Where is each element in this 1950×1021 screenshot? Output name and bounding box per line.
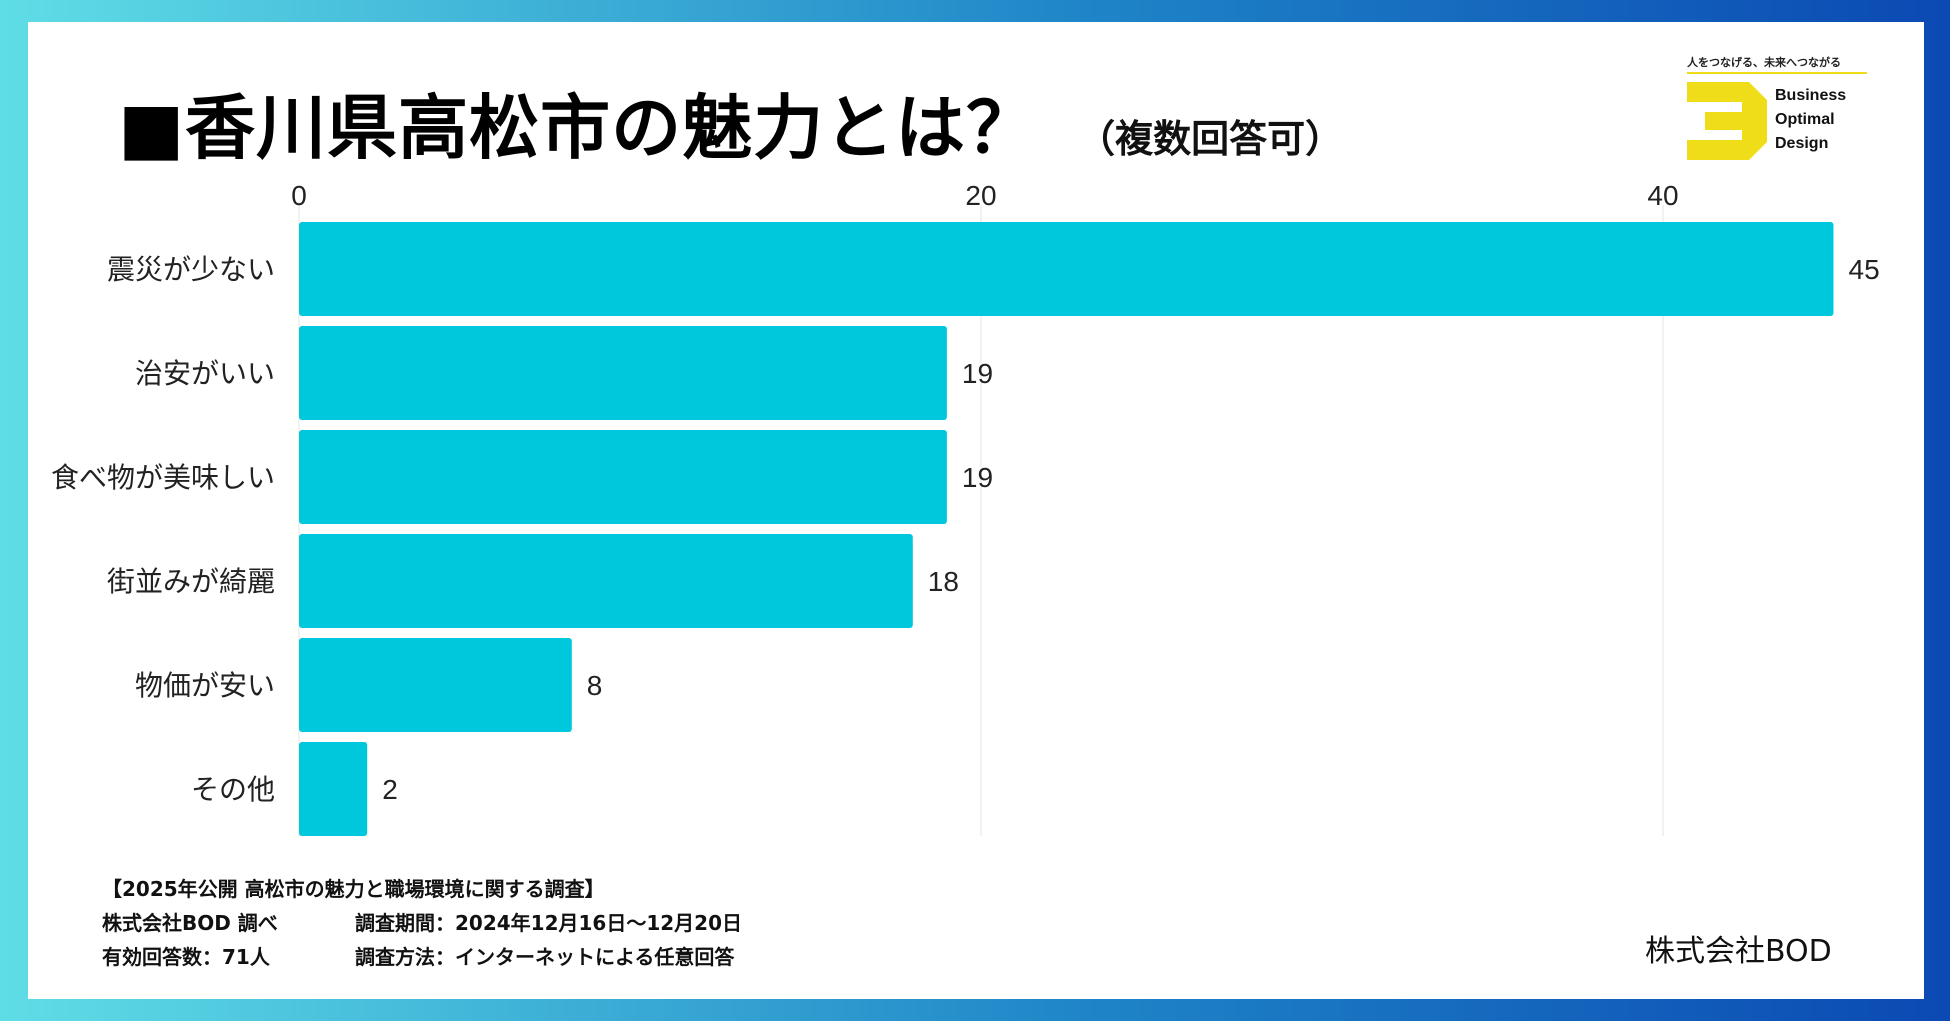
value-label: 19 <box>962 358 993 389</box>
survey-respondents: 有効回答数：71人 <box>102 945 270 969</box>
value-label: 45 <box>1849 254 1880 285</box>
category-label: 街並みが綺麗 <box>107 565 275 598</box>
logo-wordmark: Business Optimal Design <box>1775 84 1846 156</box>
chart-title: ■香川県高松市の魅力とは？ （複数回答可） <box>118 72 1343 172</box>
survey-researcher: 株式会社BOD 調べ <box>102 911 278 935</box>
bar <box>299 326 947 420</box>
value-labels: 45 19 19 18 8 2 <box>382 254 1879 805</box>
category-label: その他 <box>191 773 275 806</box>
survey-title: 【2025年公開 高松市の魅力と職場環境に関する調査】 <box>102 877 605 901</box>
title-subtitle: （複数回答可） <box>1077 117 1344 161</box>
bar <box>299 534 913 628</box>
brand-name: 株式会社BOD <box>1645 934 1832 969</box>
category-label: 食べ物が美味しい <box>51 461 275 494</box>
x-axis-ticks: 0 20 40 <box>291 180 1678 211</box>
category-label: 物価が安い <box>135 669 275 702</box>
value-label: 18 <box>928 566 959 597</box>
bar <box>299 430 947 524</box>
logo-line-1: Business <box>1775 87 1847 104</box>
bar <box>299 222 1834 316</box>
survey-period: 調査期間：2024年12月16日～12月20日 <box>355 911 742 935</box>
survey-info: 【2025年公開 高松市の魅力と職場環境に関する調査】 株式会社BOD 調べ 調… <box>102 872 742 974</box>
logo-line-2: Optimal <box>1775 111 1835 128</box>
value-label: 19 <box>962 462 993 493</box>
x-tick-label: 0 <box>291 180 307 211</box>
bar <box>299 638 572 732</box>
x-tick-label: 20 <box>965 180 996 211</box>
x-tick-label: 40 <box>1647 180 1678 211</box>
survey-method: 調査方法：インターネットによる任意回答 <box>355 945 735 969</box>
logo-line-3: Design <box>1775 135 1829 152</box>
company-logo: 人をつなげる、未来へつながる Business Optimal Design <box>1680 48 1880 160</box>
logo-rule <box>1687 72 1867 74</box>
bar <box>299 742 368 836</box>
bars <box>299 222 1834 836</box>
title-main: ■香川県高松市の魅力とは？ <box>118 87 1038 169</box>
logo-tagline: 人をつなげる、未来へつながる <box>1687 56 1841 69</box>
value-label: 8 <box>587 670 603 701</box>
category-label: 震災が少ない <box>107 253 275 286</box>
category-label: 治安がいい <box>135 357 275 390</box>
logo-b-mark-icon <box>1687 82 1767 160</box>
value-label: 2 <box>382 774 398 805</box>
